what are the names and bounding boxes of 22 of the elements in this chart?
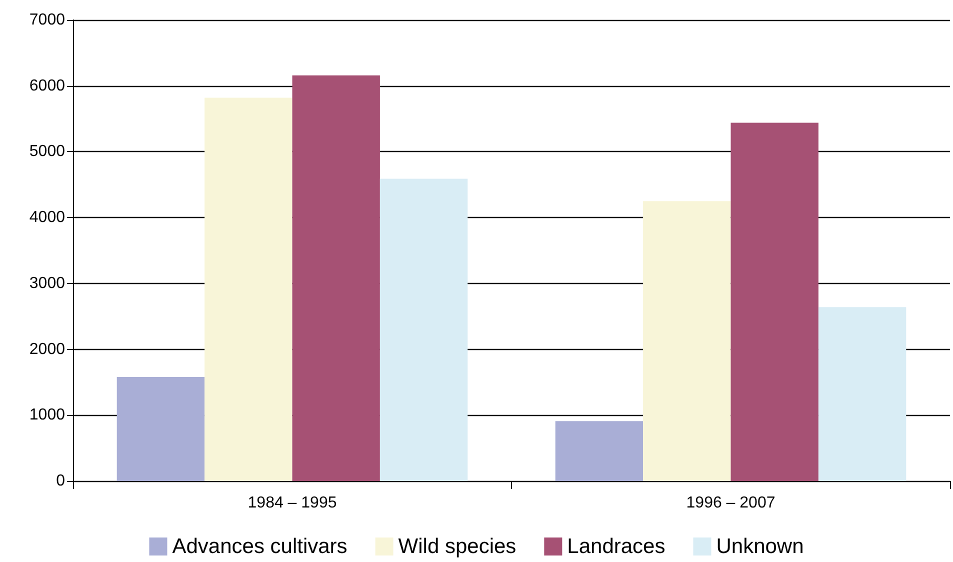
y-tick-label: 2000 bbox=[29, 340, 66, 358]
x-tick-label: 1984 – 1995 bbox=[248, 494, 337, 512]
bar bbox=[730, 122, 818, 481]
legend-label: Advances cultivars bbox=[172, 535, 348, 558]
legend-label: Unknown bbox=[716, 535, 804, 558]
bar bbox=[380, 178, 468, 481]
y-tick-label: 6000 bbox=[29, 77, 66, 94]
y-tick-label: 0 bbox=[56, 472, 66, 490]
bar bbox=[292, 75, 380, 481]
bar bbox=[818, 307, 906, 481]
y-tick-label: 7000 bbox=[29, 12, 66, 28]
x-tick-label: 1996 – 2007 bbox=[686, 494, 776, 512]
y-tick-label: 3000 bbox=[29, 274, 66, 292]
y-tick-label: 5000 bbox=[29, 143, 66, 160]
bar bbox=[643, 201, 731, 481]
y-tick-label: 1000 bbox=[29, 406, 66, 424]
bar bbox=[204, 98, 292, 481]
bar bbox=[116, 376, 205, 481]
bar bbox=[555, 421, 644, 481]
y-tick-label: 4000 bbox=[29, 209, 66, 226]
legend-label: Wild species bbox=[398, 535, 516, 558]
legend-label: Landraces bbox=[567, 535, 666, 558]
